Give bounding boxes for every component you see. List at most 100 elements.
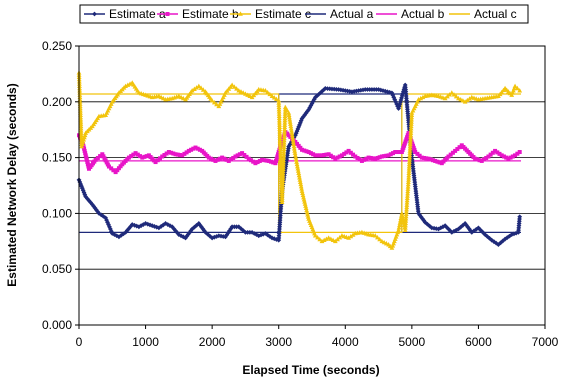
data-point	[280, 170, 286, 176]
data-point	[263, 88, 268, 93]
legend-label: Estimate a	[109, 7, 166, 21]
data-point	[276, 100, 282, 105]
data-point	[280, 168, 286, 174]
data-point	[362, 157, 367, 162]
data-point	[333, 156, 338, 161]
data-point	[319, 153, 324, 158]
data-point	[287, 141, 293, 147]
data-point	[403, 139, 408, 144]
data-point	[86, 198, 92, 203]
data-point	[289, 132, 295, 138]
data-point	[453, 93, 459, 99]
data-point	[392, 236, 398, 241]
data-point	[196, 83, 202, 88]
data-point	[220, 94, 226, 100]
data-point	[359, 158, 364, 163]
data-point	[475, 157, 480, 162]
data-point	[106, 105, 112, 111]
data-point	[453, 227, 459, 233]
data-point	[280, 166, 286, 171]
data-point	[517, 150, 522, 155]
data-point	[408, 137, 413, 142]
data-point	[315, 234, 320, 240]
data-point	[507, 233, 512, 239]
x-tick-label: 4000	[332, 335, 359, 349]
data-point	[287, 119, 293, 124]
data-point	[342, 151, 347, 156]
data-point	[364, 156, 369, 161]
data-point	[100, 152, 105, 157]
data-point	[296, 172, 302, 178]
data-point	[82, 148, 87, 153]
data-point	[276, 111, 282, 116]
data-point	[281, 144, 287, 149]
data-point	[516, 218, 522, 224]
data-point	[104, 160, 109, 165]
data-point	[400, 147, 405, 152]
data-point	[488, 152, 493, 157]
data-point	[149, 223, 155, 229]
data-point	[390, 92, 396, 98]
data-point	[415, 99, 420, 104]
data-point	[404, 204, 410, 210]
data-point	[295, 166, 301, 171]
data-point	[228, 226, 234, 232]
data-point	[279, 195, 285, 200]
data-point	[414, 197, 420, 203]
data-point	[193, 145, 198, 150]
data-point	[382, 88, 388, 94]
data-point	[457, 145, 462, 150]
x-tick-label: 1000	[132, 335, 159, 349]
data-point	[221, 92, 227, 97]
data-point	[312, 233, 318, 238]
data-point	[282, 168, 288, 174]
data-point	[78, 130, 84, 135]
data-point	[285, 150, 291, 156]
data-point	[92, 205, 98, 211]
data-point	[231, 84, 237, 89]
gridlines	[75, 45, 546, 329]
series-estimate-b	[77, 129, 522, 175]
x-tick-label: 7000	[532, 335, 559, 349]
data-point	[105, 219, 110, 225]
data-point	[191, 86, 197, 91]
estimate-series-lines	[76, 70, 523, 250]
data-point	[411, 105, 417, 111]
data-point	[138, 223, 144, 229]
data-point	[214, 101, 219, 107]
data-point	[426, 156, 431, 161]
data-point	[96, 211, 102, 216]
data-point	[329, 86, 335, 92]
data-point	[280, 164, 286, 169]
data-point	[235, 153, 240, 158]
data-point	[281, 142, 287, 147]
data-point	[373, 156, 378, 161]
data-point	[391, 240, 396, 246]
data-point	[300, 192, 306, 198]
data-point	[504, 235, 510, 240]
data-point	[103, 112, 109, 117]
data-point	[282, 118, 288, 123]
data-point	[397, 220, 403, 225]
data-point	[410, 161, 416, 167]
data-point	[391, 238, 397, 244]
data-point	[291, 146, 297, 151]
data-point	[217, 101, 223, 106]
data-point	[266, 158, 271, 163]
data-point	[420, 94, 426, 100]
x-tick-label: 5000	[399, 335, 426, 349]
data-point	[128, 224, 133, 229]
data-point	[138, 154, 143, 159]
data-point	[407, 146, 413, 151]
data-point	[276, 106, 282, 112]
data-point	[276, 98, 282, 103]
data-point	[231, 155, 236, 160]
data-point	[123, 83, 128, 88]
data-point	[78, 121, 84, 126]
data-point	[513, 153, 518, 158]
data-point	[493, 148, 498, 153]
data-point	[302, 148, 307, 153]
data-point	[184, 150, 189, 155]
data-point	[262, 158, 267, 163]
data-point	[171, 151, 176, 156]
